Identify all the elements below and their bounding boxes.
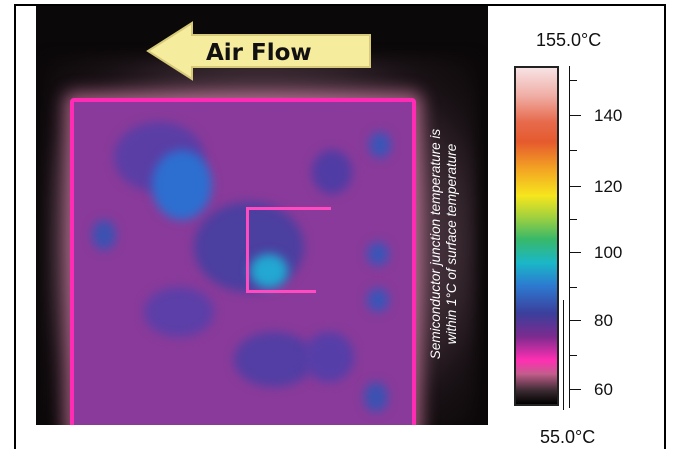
scale-tick-label: 120 [594, 177, 623, 196]
annotation-line-2: within 1°C of surface temperature [444, 143, 459, 345]
air-flow-label: Air Flow [206, 40, 312, 66]
scale-axis-line-secondary [563, 300, 564, 410]
scale-tick [569, 320, 581, 321]
temperature-annotation: Semiconductor junction temperature is wi… [428, 94, 460, 394]
hotspot [312, 150, 352, 194]
color-scale-bar [514, 66, 559, 406]
scale-axis-line [569, 66, 570, 408]
scale-min-label: 55.0°C [540, 427, 596, 447]
scale-tick-label: 100 [594, 243, 623, 262]
trace-region [246, 207, 249, 292]
hotspot [367, 288, 389, 312]
hotspot [304, 332, 354, 382]
hotspot [92, 220, 116, 250]
scale-tick [569, 150, 577, 151]
hotspot [152, 150, 212, 220]
scale-tick-label: 140 [594, 106, 623, 125]
scale-max-label: 155.0°C [536, 30, 602, 50]
hotspot [250, 254, 288, 288]
scale-tick [569, 287, 577, 288]
hotspot [194, 202, 304, 292]
scale-tick-label: 80 [594, 311, 613, 330]
trace-region [246, 290, 316, 293]
circuit-board-heatmap [70, 98, 416, 425]
scale-tick [569, 80, 577, 81]
thermal-image: Air Flow Semiconductor junction temperat… [36, 6, 488, 425]
scale-tick-label: 60 [594, 380, 613, 399]
air-flow-arrow-icon [146, 21, 371, 81]
scale-tick [569, 186, 581, 187]
scale-tick [569, 219, 577, 220]
figure-frame [14, 4, 666, 449]
scale-tick [569, 252, 581, 253]
scale-tick [569, 389, 581, 390]
hotspot [367, 242, 389, 266]
scale-tick [569, 355, 577, 356]
hotspot [234, 332, 314, 387]
hotspot [369, 132, 391, 158]
trace-region [246, 207, 331, 210]
annotation-line-1: Semiconductor junction temperature is [428, 128, 443, 360]
scale-tick [569, 115, 581, 116]
hotspot [364, 382, 388, 412]
hotspot [144, 287, 214, 337]
